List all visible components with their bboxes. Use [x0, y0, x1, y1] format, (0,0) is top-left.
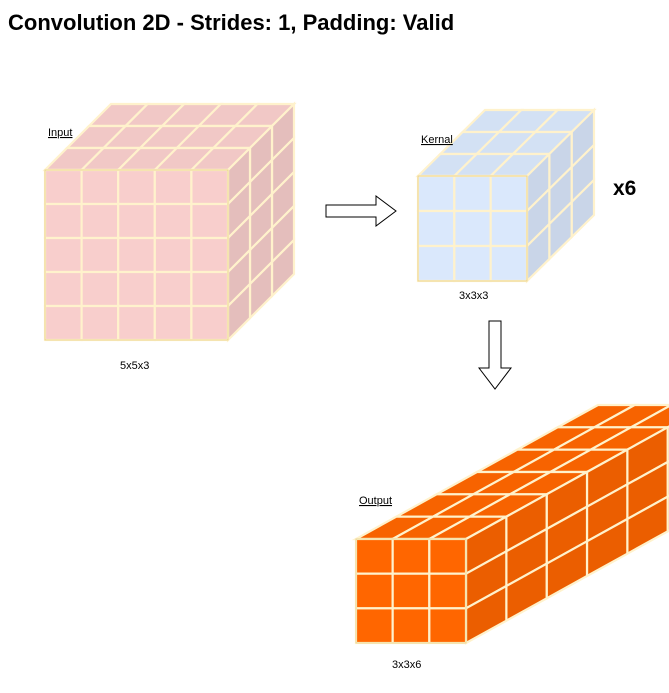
output-front-cell	[354, 607, 394, 645]
input-front-cell	[43, 236, 83, 274]
output-dims-label: 3x3x6	[392, 659, 421, 671]
input-front-cell	[117, 270, 156, 308]
input-front-cell	[43, 270, 83, 308]
input-front-cell	[117, 236, 156, 274]
input-front-cell	[190, 304, 230, 342]
kernel-front-cell	[489, 244, 529, 283]
kernel-front-cell	[453, 209, 492, 248]
output-front-cell	[391, 537, 431, 575]
arrow-kernel-to-output	[477, 320, 513, 390]
input-front-cell	[80, 236, 120, 274]
kernel-count-label: x6	[613, 177, 636, 200]
output-front-cell	[428, 537, 468, 575]
kernel-front-outline	[417, 175, 528, 282]
output-front-cell	[391, 572, 431, 610]
output-front-cell	[354, 537, 394, 575]
input-label: Input	[48, 127, 72, 139]
output-label: Output	[359, 495, 392, 507]
arrow-input-to-kernel	[325, 195, 397, 227]
input-front-cell	[153, 270, 193, 308]
input-front-cell	[190, 202, 230, 240]
input-front-cell	[190, 168, 230, 206]
output-front-cell	[428, 572, 468, 610]
input-front-cell	[43, 168, 83, 206]
diagram-title: Convolution 2D - Strides: 1, Padding: Va…	[8, 10, 454, 35]
input-tensor-cube	[42, 101, 297, 343]
input-dims-label: 5x5x3	[120, 360, 149, 372]
input-front-outline	[44, 169, 229, 341]
kernel-front-cell	[489, 174, 529, 213]
output-tensor-cube	[351, 403, 669, 645]
output-front-cell	[391, 607, 431, 645]
input-front-cell	[80, 270, 120, 308]
kernel-front-cell	[453, 174, 492, 213]
input-front-cell	[153, 168, 193, 206]
input-front-cell	[153, 202, 193, 240]
input-front-cell	[190, 270, 230, 308]
input-front-cell	[153, 304, 193, 342]
kernel-tensor-cube	[415, 107, 597, 284]
input-front-cell	[117, 168, 156, 206]
input-front-cell	[153, 236, 193, 274]
kernel-dims-label: 3x3x3	[459, 290, 488, 302]
kernel-label: Kernal	[421, 134, 453, 146]
input-front-cell	[43, 304, 83, 342]
kernel-front-cell	[453, 244, 492, 283]
input-front-cell	[80, 202, 120, 240]
input-front-cell	[43, 202, 83, 240]
output-front-cell	[428, 607, 468, 645]
input-front-cell	[117, 304, 156, 342]
input-front-cell	[190, 236, 230, 274]
kernel-front-cell	[416, 174, 456, 213]
output-front-outline	[355, 538, 467, 644]
input-front-cell	[117, 202, 156, 240]
kernel-front-cell	[416, 244, 456, 283]
output-front-cell	[354, 572, 394, 610]
kernel-front-cell	[416, 209, 456, 248]
kernel-front-cell	[489, 209, 529, 248]
input-front-cell	[80, 168, 120, 206]
input-front-cell	[80, 304, 120, 342]
